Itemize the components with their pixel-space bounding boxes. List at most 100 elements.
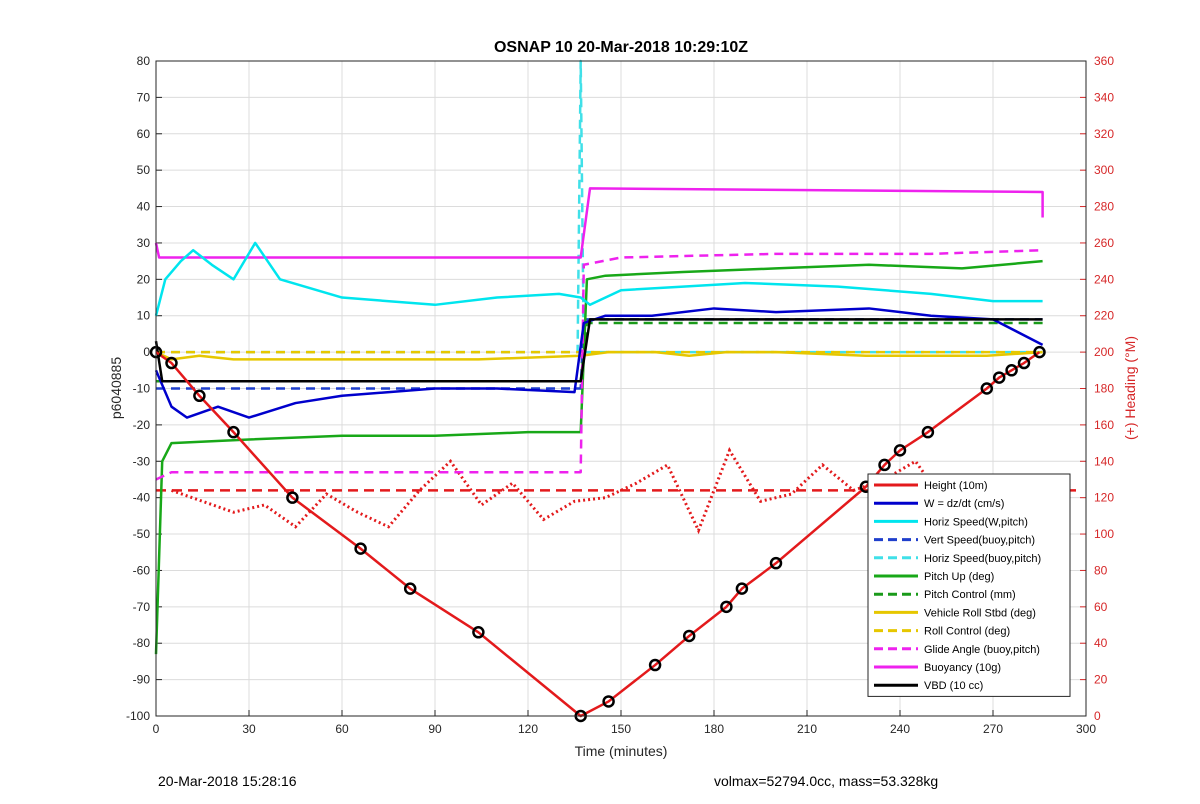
height-point bbox=[720, 600, 733, 614]
legend-entry: Buoyancy (10g) bbox=[924, 662, 1001, 674]
height-point bbox=[878, 458, 891, 472]
plot-frame bbox=[155, 60, 1087, 717]
legend-entry: Horiz Speed(buoy,pitch) bbox=[924, 553, 1041, 565]
height-point bbox=[472, 626, 485, 639]
x-tick-label: 60 bbox=[335, 722, 349, 736]
y2-tick-label: 60 bbox=[1094, 600, 1108, 614]
y-tick-label: -90 bbox=[133, 673, 151, 687]
height-point bbox=[769, 556, 783, 570]
x-tick-label: 0 bbox=[153, 722, 160, 736]
legend-entry: W = dz/dt (cm/s) bbox=[924, 498, 1004, 510]
y2-tick-label: 200 bbox=[1094, 345, 1114, 359]
y2-tick-label: 300 bbox=[1094, 163, 1114, 177]
height-point bbox=[1005, 364, 1018, 377]
legend-entry: Horiz Speed(W,pitch) bbox=[924, 516, 1028, 528]
y2-tick-label: 240 bbox=[1094, 272, 1114, 286]
x-tick-label: 30 bbox=[242, 722, 256, 736]
y-tick-label: -60 bbox=[133, 563, 151, 577]
height-point bbox=[602, 695, 615, 708]
height-point bbox=[980, 382, 994, 395]
height-point bbox=[992, 371, 1006, 384]
x-tick-label: 90 bbox=[428, 722, 442, 736]
legend-entry: Glide Angle (buoy,pitch) bbox=[924, 644, 1040, 656]
y-tick-label: -50 bbox=[133, 527, 151, 541]
y-tick-label: 80 bbox=[137, 54, 151, 68]
y-tick-label: 10 bbox=[137, 309, 151, 323]
series-line bbox=[154, 307, 1044, 419]
legend: Height (10m) W = dz/dt (cm/s) Horiz Speed(… bbox=[867, 473, 1071, 697]
legend-entry: Pitch Control (mm) bbox=[924, 589, 1016, 601]
x-tick-label: 150 bbox=[611, 722, 631, 736]
y2-tick-label: 100 bbox=[1094, 527, 1114, 541]
footer-mass-info: volmax=52794.0cc, mass=53.328kg bbox=[714, 773, 939, 789]
y-tick-label: -20 bbox=[133, 418, 151, 432]
y2-tick-label: 160 bbox=[1094, 418, 1114, 432]
series-group bbox=[149, 59, 1076, 723]
chart-title: OSNAP 10 20-Mar-2018 10:29:10Z bbox=[494, 39, 748, 56]
y-tick-label: 30 bbox=[137, 236, 151, 250]
x-tick-label: 270 bbox=[983, 722, 1003, 736]
height-point bbox=[893, 444, 907, 457]
height-point bbox=[1033, 345, 1046, 359]
y2-tick-label: 20 bbox=[1094, 673, 1108, 687]
y-tick-label: -40 bbox=[133, 491, 151, 505]
x-axis-ticks: 0 30 60 90 120 150 180 210 240 270 300 bbox=[153, 710, 1096, 736]
height-point bbox=[735, 582, 749, 595]
series-line bbox=[154, 187, 1044, 259]
height-point bbox=[648, 658, 662, 672]
height-point bbox=[682, 629, 696, 643]
y-tick-label: -30 bbox=[133, 454, 151, 468]
x-tick-label: 180 bbox=[704, 722, 724, 736]
y-tick-label: 0 bbox=[143, 345, 150, 359]
legend-entry: Vehicle Roll Stbd (deg) bbox=[924, 607, 1036, 619]
y-axis-label: p6040885 bbox=[108, 357, 124, 420]
x-tick-label: 240 bbox=[890, 722, 910, 736]
height-point bbox=[354, 542, 367, 555]
y2-axis-label: (+) Heading (°M) bbox=[1122, 336, 1138, 440]
legend-entry: Roll Control (deg) bbox=[924, 626, 1010, 638]
x-tick-label: 300 bbox=[1076, 722, 1096, 736]
y2-tick-label: 180 bbox=[1094, 382, 1114, 396]
legend-entry: VBD (10 cc) bbox=[924, 680, 983, 692]
height-point bbox=[921, 425, 935, 439]
heading-series bbox=[171, 446, 1041, 535]
y-tick-label: -80 bbox=[133, 636, 151, 650]
y-tick-label: -100 bbox=[126, 709, 150, 723]
y2-tick-label: 120 bbox=[1094, 491, 1114, 505]
series-line bbox=[154, 318, 1043, 383]
y2-tick-label: 280 bbox=[1094, 200, 1114, 214]
y-tick-label: -70 bbox=[133, 600, 151, 614]
y-axis-ticks: -100-90-80-70-60-50-40-30-20-10010203040… bbox=[126, 54, 162, 723]
series-line bbox=[154, 241, 1043, 317]
y-tick-label: 40 bbox=[137, 200, 151, 214]
y2-tick-label: 0 bbox=[1094, 709, 1101, 723]
y-tick-label: 50 bbox=[137, 163, 151, 177]
height-point bbox=[403, 582, 417, 595]
y2-tick-label: 260 bbox=[1094, 236, 1114, 250]
y2-tick-label: 340 bbox=[1094, 90, 1114, 104]
y2-tick-label: 40 bbox=[1094, 636, 1108, 650]
y-tick-label: 70 bbox=[137, 90, 151, 104]
y2-tick-label: 140 bbox=[1094, 454, 1114, 468]
height-point bbox=[165, 356, 178, 370]
y2-tick-label: 360 bbox=[1094, 54, 1114, 68]
series-line bbox=[155, 350, 1043, 361]
y-tick-label: -10 bbox=[133, 382, 151, 396]
y2-tick-label: 80 bbox=[1094, 563, 1108, 577]
y-tick-label: 60 bbox=[137, 127, 151, 141]
height-point bbox=[1017, 356, 1031, 370]
series-line bbox=[155, 351, 1041, 718]
y2-tick-label: 320 bbox=[1094, 127, 1114, 141]
y2-axis-ticks: 0 20 40 60 80 100 120 140 160 180 200 220 240 260 280 3… bbox=[1080, 54, 1114, 723]
height-point bbox=[227, 425, 240, 439]
legend-entry: Vert Speed(buoy,pitch) bbox=[924, 535, 1035, 547]
y2-tick-label: 220 bbox=[1094, 309, 1114, 323]
footer-timestamp: 20-Mar-2018 15:28:16 bbox=[158, 773, 297, 789]
legend-box bbox=[867, 473, 1071, 697]
x-tick-label: 120 bbox=[518, 722, 538, 736]
legend-entry: Height (10m) bbox=[924, 480, 988, 492]
height-point bbox=[193, 389, 206, 403]
x-axis-label: Time (minutes) bbox=[575, 743, 668, 759]
legend-entry: Pitch Up (deg) bbox=[924, 571, 994, 583]
